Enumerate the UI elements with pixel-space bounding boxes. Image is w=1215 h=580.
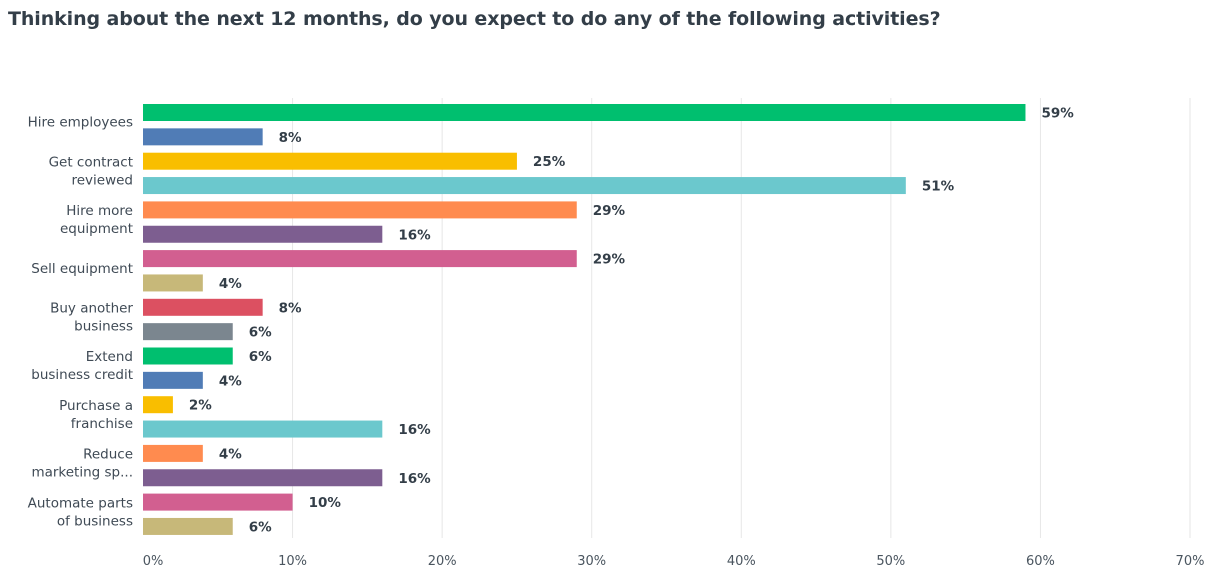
x-tick-label: 0% [143,554,164,569]
data-label: 4% [219,373,242,389]
category-label: business credit [31,367,133,383]
x-tick-label: 20% [428,554,457,569]
bar [143,371,203,389]
category-label: Extend [86,349,133,365]
bar [143,517,233,535]
category-label: of business [57,513,133,529]
category-label: Purchase a [59,398,133,414]
chart-title: Thinking about the next 12 months, do yo… [8,8,941,30]
category-label: Hire employees [28,115,133,131]
category-label: reviewed [71,172,133,188]
data-label: 10% [309,495,342,511]
data-label: 16% [398,471,431,487]
bar [143,104,1026,121]
bar [143,298,263,316]
data-label: 6% [249,349,272,365]
x-tick-label: 50% [876,554,905,569]
bar [143,323,233,341]
category-label: equipment [60,221,133,237]
data-label: 8% [279,300,302,316]
data-label: 29% [593,203,626,219]
bar [143,420,383,438]
bar [143,201,577,219]
data-label: 51% [922,179,955,195]
data-label: 6% [249,325,272,341]
data-label: 6% [249,519,272,535]
bar [143,274,203,292]
bar [143,347,233,365]
data-label: 2% [189,398,212,414]
category-label: Sell equipment [31,261,133,277]
x-tick-label: 70% [1176,554,1205,569]
x-tick-label: 60% [1026,554,1055,569]
bar [143,225,383,243]
x-tick-label: 10% [278,554,307,569]
bar [143,152,517,170]
bar [143,493,293,511]
bar [143,469,383,487]
data-label: 4% [219,446,242,462]
category-label: marketing sp... [31,465,133,481]
category-label: Buy another [50,300,133,316]
bar [143,396,173,414]
x-tick-label: 30% [577,554,606,569]
data-label: 29% [593,252,626,268]
category-label: Get contract [49,154,133,170]
data-label: 8% [279,130,302,146]
data-label: 59% [1041,106,1074,122]
bar [143,250,577,268]
category-label: business [74,318,133,334]
category-label: Reduce [83,447,133,463]
category-label: franchise [71,416,133,432]
category-label: Hire more [66,203,133,219]
x-tick-label: 40% [727,554,756,569]
data-label: 16% [398,227,431,243]
bar [143,128,263,146]
bar [143,177,906,195]
data-label: 25% [533,154,566,170]
data-label: 4% [219,276,242,292]
data-label: 16% [398,422,431,438]
category-label: Automate parts [28,495,133,511]
bar [143,444,203,462]
